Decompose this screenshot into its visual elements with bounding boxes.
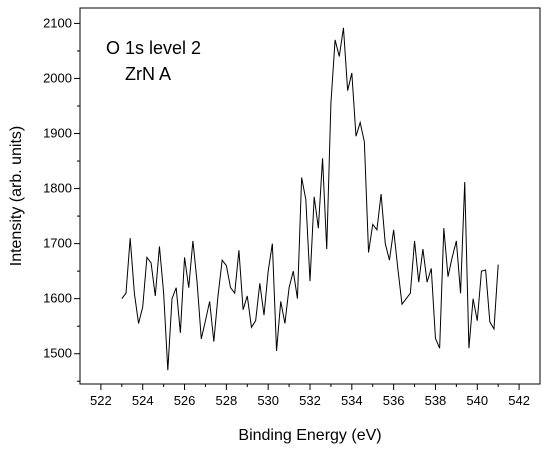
x-axis-label: Binding Energy (eV) [238,427,381,444]
y-axis-label: Intensity (arb. units) [8,126,25,267]
x-tick-label: 532 [299,393,321,408]
x-tick-label: 526 [174,393,196,408]
axis-ticks [74,22,520,390]
annotation-1: O 1s level 2 [106,38,201,58]
y-tick-label: 2000 [43,70,72,85]
y-tick-label: 1500 [43,346,72,361]
x-tick-label: 534 [341,393,363,408]
series-line [121,27,499,371]
x-tick-label: 530 [257,393,279,408]
annotation-2: ZrN A [125,64,171,84]
x-tick-label: 524 [132,393,154,408]
y-tick-label: 1700 [43,236,72,251]
axis-tick-labels: 522 524 526 528 530 532 534 536 538 540 542 1500 160… [43,15,530,408]
x-tick-label: 528 [216,393,238,408]
y-tick-label: 1900 [43,126,72,141]
x-tick-label: 538 [425,393,447,408]
x-tick-label: 522 [90,393,112,408]
y-tick-label: 1600 [43,291,72,306]
y-tick-label: 2100 [43,15,72,30]
x-tick-label: 540 [466,393,488,408]
x-tick-label: 536 [383,393,405,408]
y-tick-label: 1800 [43,181,72,196]
x-tick-label: 542 [508,393,530,408]
